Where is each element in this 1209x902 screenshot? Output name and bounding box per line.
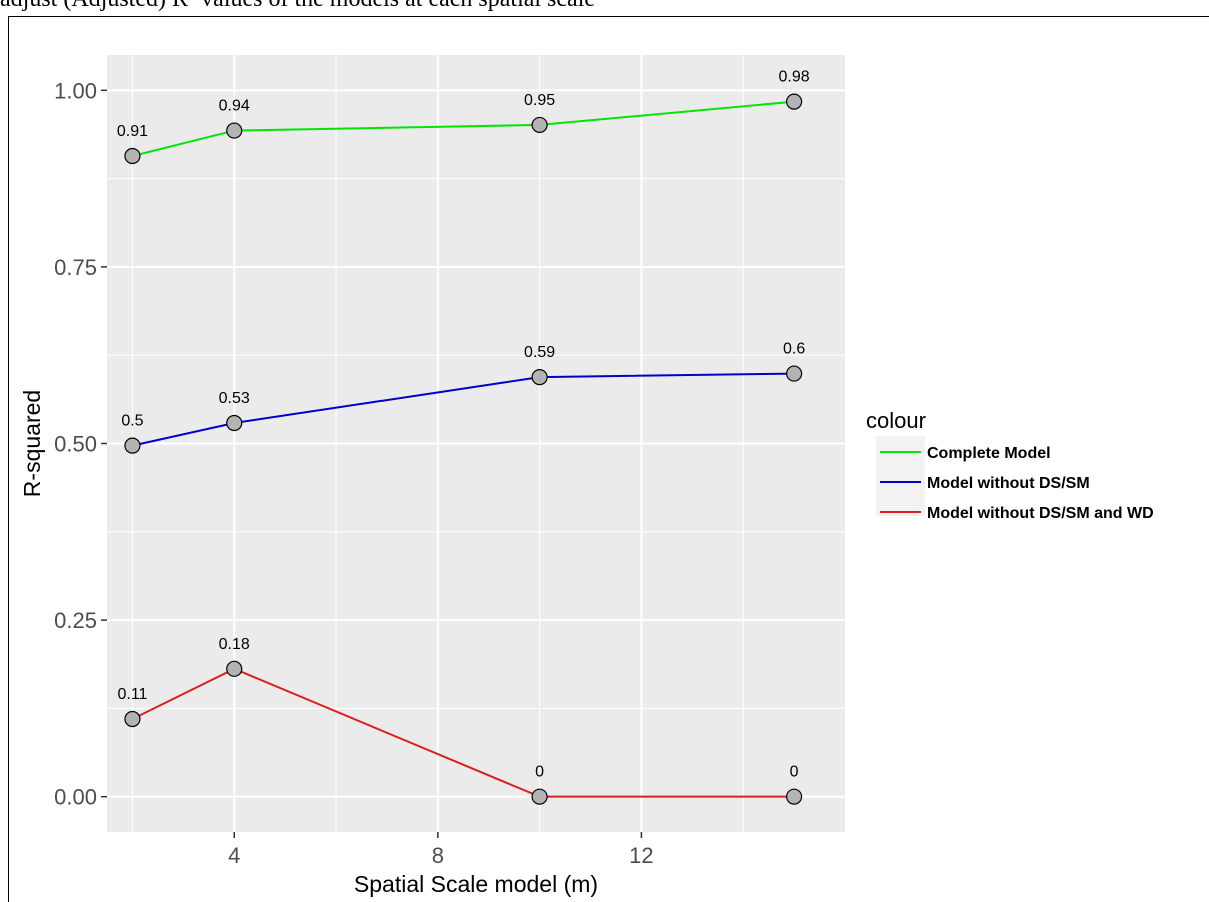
data-label: 0 [535,764,544,781]
y-tick-label: 0.50 [54,432,97,457]
data-point [531,369,548,386]
x-tick-label: 8 [432,843,444,868]
data-label: 0.98 [779,69,810,86]
data-label: 0.5 [121,413,143,430]
data-label: 0.11 [117,686,147,703]
data-point [531,788,548,805]
data-point [786,788,803,805]
data-point [226,122,243,139]
series-line [132,667,795,798]
data-label: 0.91 [117,123,148,140]
legend-title: colour [866,408,926,433]
x-tick-label: 4 [228,843,240,868]
data-label: 0.53 [219,390,250,407]
data-point [124,710,141,728]
data-point [786,93,803,110]
figure-caption: adjust (Adjusted) R² values of the model… [0,0,1209,13]
data-label: 0 [790,764,799,781]
major-gridlines [107,55,845,832]
data-label: 0.95 [524,92,555,109]
legend-key-background [876,436,925,516]
y-axis-title: R-squared [19,390,45,497]
data-points [124,93,803,805]
data-point [786,365,803,382]
legend-entry: Model without DS/SM and WD [927,505,1154,522]
data-point [226,414,243,432]
series-line [132,372,795,447]
data-point [124,437,141,454]
legend-entry: Model without DS/SM [927,475,1090,492]
y-tick-label: 0.25 [54,608,97,633]
x-tick-label: 12 [629,843,653,868]
series-line [132,100,795,157]
series-lines [132,100,795,798]
data-label: 0.18 [219,636,250,653]
data-label: 0.94 [219,98,250,115]
y-tick-label: 0.75 [54,255,97,280]
x-axis-title: Spatial Scale model (m) [354,871,598,897]
y-tick-label: 0.00 [54,785,97,810]
data-label: 0.6 [783,341,805,358]
legend-entry: Complete Model [927,445,1051,462]
data-point [226,660,243,677]
y-tick-label: 1.00 [54,78,97,103]
data-point [531,116,548,134]
data-labels: 0.91 0.94 0.95 0.98 0.5 0.53 0.59 0.6 0.11 0.18 0 0 [117,69,810,781]
data-point [124,147,141,165]
minor-gridlines [107,55,845,832]
data-label: 0.59 [524,344,555,361]
